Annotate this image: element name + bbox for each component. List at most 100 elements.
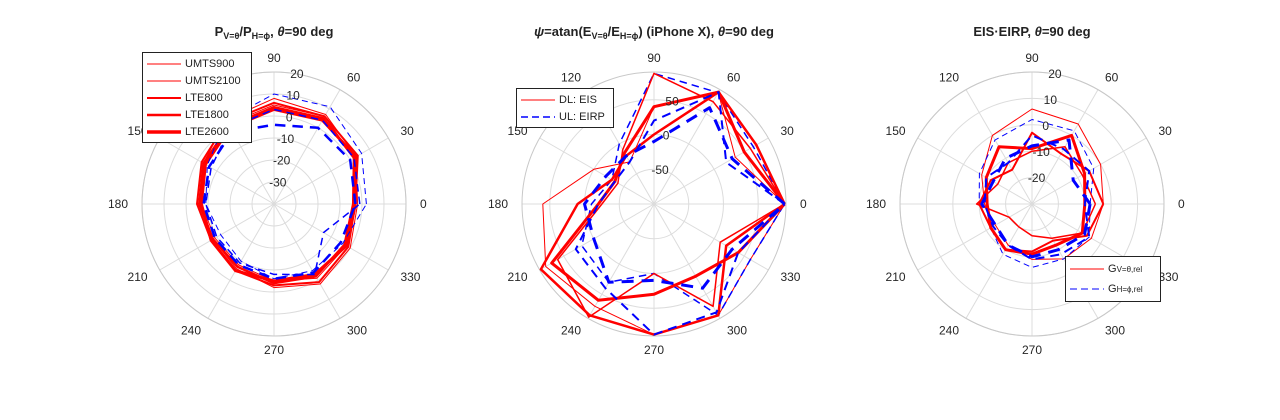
series-line-5 (983, 134, 1091, 261)
radial-tick-label: -10 (1032, 145, 1050, 159)
radial-tick-label: -20 (273, 154, 291, 168)
legend-swatch (147, 113, 181, 116)
legend: UMTS900 UMTS2100 LTE800 LTE1800 LTE2600 (142, 52, 252, 143)
series-line-3 (197, 105, 356, 285)
radial-gridline (207, 137, 341, 271)
angular-tick-label: 120 (561, 71, 581, 85)
legend-swatch (147, 96, 181, 99)
legend-item-umts900: UMTS900 (147, 55, 247, 72)
legend-swatch (147, 80, 181, 81)
polar-outer-ring (899, 71, 1165, 337)
radial-tick-label: -20 (1028, 171, 1046, 185)
angular-tick-label: 90 (1025, 51, 1039, 65)
legend-item-dl-eis: DL: EIS (521, 91, 609, 108)
radial-tick-label: 0 (286, 110, 293, 124)
angular-tick-label: 240 (561, 323, 581, 337)
angular-tick-label: 150 (886, 124, 906, 138)
legend-swatch (521, 99, 555, 100)
series-line-6 (980, 138, 1092, 259)
angular-tick-label: 0 (1178, 197, 1185, 211)
series-line-3 (978, 131, 1105, 253)
radial-tick-label: 0 (1042, 119, 1049, 133)
angular-tick-label: 300 (1105, 323, 1125, 337)
angular-gridline (917, 203, 1033, 271)
angular-tick-label: 330 (400, 270, 420, 284)
angular-tick-label: 90 (647, 51, 661, 65)
chart-title: ψ=atan(EV=θ/EH=ϕ) (iPhone X), θ=90 deg (534, 24, 774, 41)
angular-tick-label: 60 (727, 71, 741, 85)
legend-item-lte800: LTE800 (147, 89, 247, 106)
chart-title: EIS·EIRP, θ=90 deg (973, 24, 1091, 39)
radial-tick-label: -50 (651, 163, 669, 177)
legend-swatch (521, 115, 555, 118)
radial-gridline (952, 124, 1112, 284)
polar-plot-area: -20 -10 0 10 20 0 30 60 90 120 150 180 210 240 270 300 3… (866, 51, 1185, 357)
legend-item-g-v-rel: G V=θ,rel (1070, 259, 1156, 279)
radial-tick-label: 50 (665, 94, 679, 108)
series-line-7 (202, 123, 357, 281)
radial-gridline (1005, 177, 1059, 231)
series-line-5 (205, 93, 367, 280)
angular-tick-label: 300 (727, 323, 747, 337)
radial-tick-label: 20 (1048, 67, 1062, 81)
series-line-4 (199, 107, 358, 283)
legend-item-lte2600: LTE2600 (147, 123, 247, 140)
angular-tick-label: 60 (1105, 71, 1119, 85)
angular-gridline (653, 203, 721, 319)
angular-tick-label: 300 (347, 323, 367, 337)
polar-chart-eis-eirp: -20 -10 0 10 20 0 30 60 90 120 150 180 210 240 270 300 3… (866, 0, 1185, 420)
angular-tick-label: 240 (939, 323, 959, 337)
angular-gridline (539, 137, 655, 205)
angular-tick-label: 330 (1158, 270, 1178, 284)
angular-tick-label: 270 (644, 343, 664, 357)
radial-gridline (229, 159, 319, 249)
angular-tick-label: 30 (780, 124, 794, 138)
series-line-6 (583, 106, 786, 290)
radial-tick-label: 10 (286, 89, 300, 103)
series-line-5 (574, 91, 786, 336)
angular-tick-label: 180 (866, 197, 886, 211)
angular-tick-label: 210 (886, 270, 906, 284)
angular-tick-label: 270 (264, 343, 284, 357)
legend-item-g-h-rel: G H=ϕ,rel (1070, 279, 1156, 299)
polar-chart-power-ratio: -30-20-100102003060901201501802102402703… (108, 0, 427, 420)
legend-item-lte1800: LTE1800 (147, 106, 247, 123)
angular-tick-label: 330 (780, 270, 800, 284)
legend-swatch (147, 129, 181, 134)
angular-tick-label: 30 (400, 124, 414, 138)
angular-tick-label: 90 (267, 51, 281, 65)
radial-tick-label: 20 (290, 67, 304, 81)
radial-tick-label: -10 (277, 132, 295, 146)
legend: G V=θ,rel G H=ϕ,rel (1065, 256, 1161, 302)
radial-tick-label: -30 (269, 175, 287, 189)
angular-gridline (653, 137, 769, 205)
angular-tick-label: 210 (508, 270, 528, 284)
legend: DL: EIS UL: EIRP (516, 88, 614, 128)
series-line-2 (196, 101, 359, 287)
radial-gridline (618, 168, 690, 240)
legend-item-ul-eirp: UL: EIRP (521, 108, 609, 125)
series-line-4 (984, 133, 1087, 256)
radial-gridline (549, 99, 759, 309)
radial-gridline (185, 115, 363, 293)
legend-swatch (147, 63, 181, 64)
angular-tick-label: 0 (800, 197, 807, 211)
angular-tick-label: 120 (939, 71, 959, 85)
series-line-2 (975, 146, 1097, 240)
legend-swatch (1070, 268, 1104, 270)
polar-outer-ring (521, 71, 787, 337)
angular-tick-label: 60 (347, 71, 361, 85)
chart-title: PV=θ/PH=ϕ, θ=90 deg (214, 24, 334, 41)
polar-outer-ring (141, 71, 407, 337)
radial-tick-label: 0 (663, 129, 670, 143)
radial-tick-label: 10 (1044, 93, 1058, 107)
angular-tick-label: 30 (1158, 124, 1172, 138)
angular-tick-label: 270 (1022, 343, 1042, 357)
angular-gridline (965, 203, 1033, 319)
angular-tick-label: 210 (128, 270, 148, 284)
series-line-2 (556, 72, 786, 318)
angular-tick-label: 180 (108, 197, 128, 211)
radial-gridline (925, 97, 1139, 311)
